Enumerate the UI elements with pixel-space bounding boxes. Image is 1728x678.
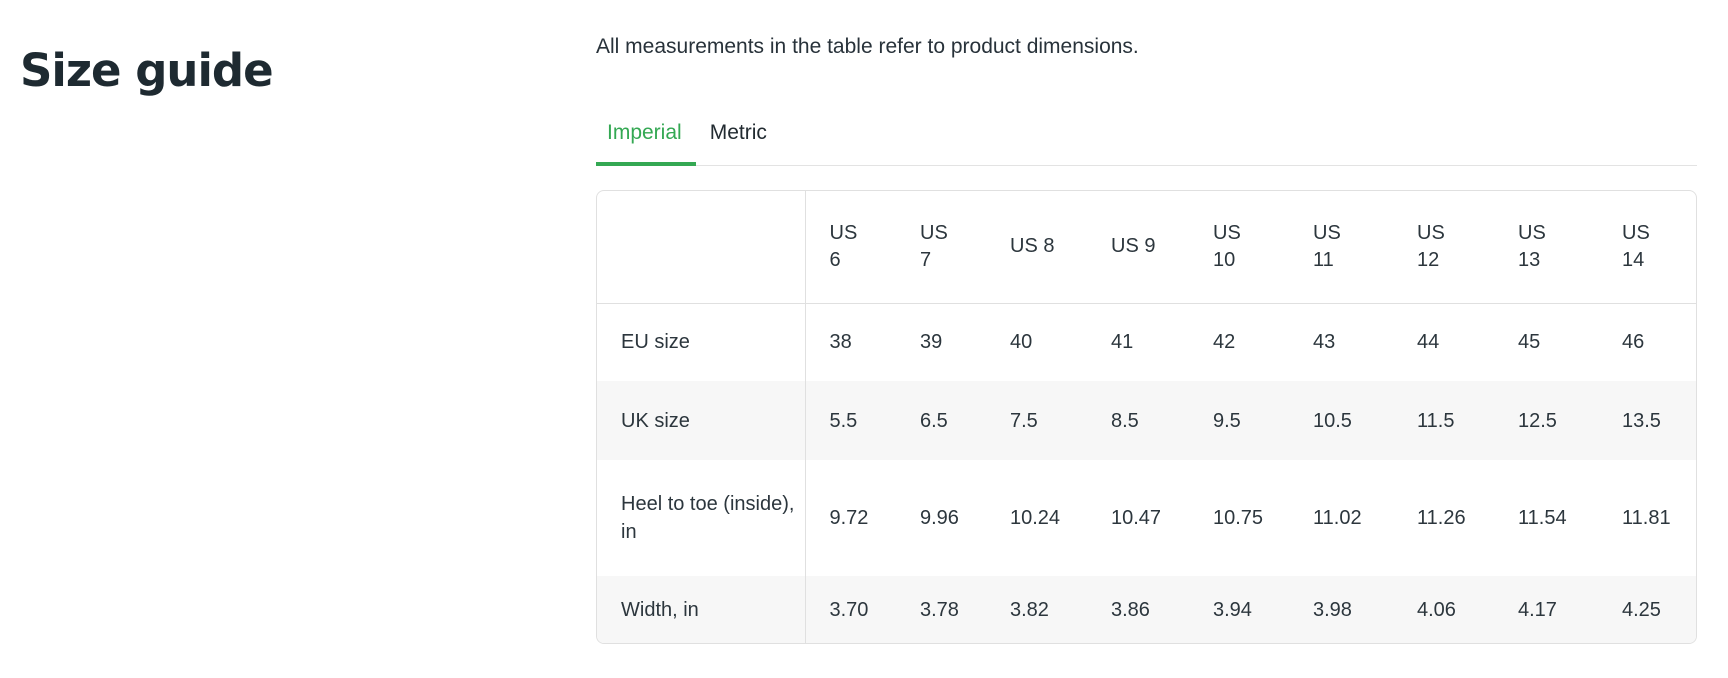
row-label: Heel to toe (inside), in — [597, 460, 806, 576]
table-cell: 42 — [1213, 331, 1236, 354]
table-cell: 44 — [1417, 331, 1440, 354]
table-cell: 46 — [1622, 331, 1645, 354]
table-cell: 38 — [829, 331, 852, 354]
table-cell: 3.98 — [1313, 598, 1352, 621]
table-cell: 39 — [920, 331, 943, 354]
table-cell: 4.25 — [1622, 598, 1661, 621]
table-cell: 4.17 — [1518, 598, 1557, 621]
tab-metric[interactable]: Metric — [709, 121, 767, 144]
header-row: US 6 US 7 US 8 US 9 US 10 US 11 US 12 US… — [597, 191, 1696, 303]
table-corner-cell — [597, 191, 806, 303]
table-row-uk-size: UK size 5.5 6.5 7.5 8.5 9.5 10.5 11.5 12… — [597, 381, 1696, 460]
units-tab-bar: Imperial Metric — [596, 119, 1697, 166]
table-cell: 3.94 — [1213, 598, 1252, 621]
table-cell: 3.86 — [1111, 598, 1150, 621]
column-header-us12: US 12 — [1417, 221, 1445, 271]
table-cell: 3.78 — [920, 598, 959, 621]
table-cell: 12.5 — [1518, 409, 1557, 432]
size-table: US 6 US 7 US 8 US 9 US 10 US 11 US 12 US… — [597, 191, 1696, 643]
size-table-container: US 6 US 7 US 8 US 9 US 10 US 11 US 12 US… — [596, 190, 1697, 644]
table-cell: 3.70 — [829, 598, 869, 621]
column-header-us7: US 7 — [920, 221, 948, 271]
column-header-us6: US 6 — [829, 221, 858, 271]
column-header-us9: US 9 — [1111, 235, 1156, 258]
table-cell: 9.5 — [1213, 409, 1241, 432]
row-label: UK size — [597, 381, 806, 460]
column-header-us14: US 14 — [1622, 221, 1650, 271]
table-cell: 9.72 — [829, 507, 869, 529]
table-cell: 5.5 — [829, 409, 858, 432]
table-cell: 11.5 — [1417, 409, 1455, 432]
table-row-width: Width, in 3.70 3.78 3.82 3.86 3.94 3.98 … — [597, 576, 1696, 643]
table-cell: 7.5 — [1010, 409, 1038, 432]
table-cell: 3.82 — [1010, 598, 1049, 621]
table-cell: 11.81 — [1622, 507, 1671, 529]
tab-imperial[interactable]: Imperial — [596, 119, 696, 166]
table-cell: 13.5 — [1622, 409, 1661, 432]
table-cell: 6.5 — [920, 409, 948, 432]
table-cell: 11.02 — [1313, 507, 1362, 529]
table-cell: 43 — [1313, 331, 1336, 354]
column-header-us8: US 8 — [1010, 235, 1055, 258]
page-title: Size guide — [20, 44, 274, 98]
table-cell: 40 — [1010, 331, 1033, 354]
measurements-note: All measurements in the table refer to p… — [596, 35, 1139, 58]
table-row-eu-size: EU size 38 39 40 41 42 43 44 45 46 — [597, 303, 1696, 381]
size-guide-content: All measurements in the table refer to p… — [596, 0, 1697, 644]
column-header-us13: US 13 — [1518, 221, 1546, 271]
table-cell: 4.06 — [1417, 598, 1456, 621]
column-header-us11: US 11 — [1313, 221, 1341, 271]
table-cell: 10.5 — [1313, 409, 1352, 432]
row-label: Width, in — [597, 576, 806, 643]
table-cell: 10.47 — [1111, 507, 1162, 529]
table-cell: 11.26 — [1417, 507, 1466, 529]
column-header-us10: US 10 — [1213, 221, 1241, 271]
table-cell: 45 — [1518, 331, 1541, 354]
table-cell: 9.96 — [920, 507, 959, 529]
table-row-heel-to-toe: Heel to toe (inside), in 9.72 9.96 10.24… — [597, 460, 1696, 576]
table-cell: 11.54 — [1518, 507, 1567, 529]
table-cell: 8.5 — [1111, 409, 1139, 432]
row-label: EU size — [597, 303, 806, 381]
table-cell: 10.75 — [1213, 507, 1264, 529]
table-cell: 10.24 — [1010, 507, 1061, 529]
table-cell: 41 — [1111, 331, 1134, 354]
